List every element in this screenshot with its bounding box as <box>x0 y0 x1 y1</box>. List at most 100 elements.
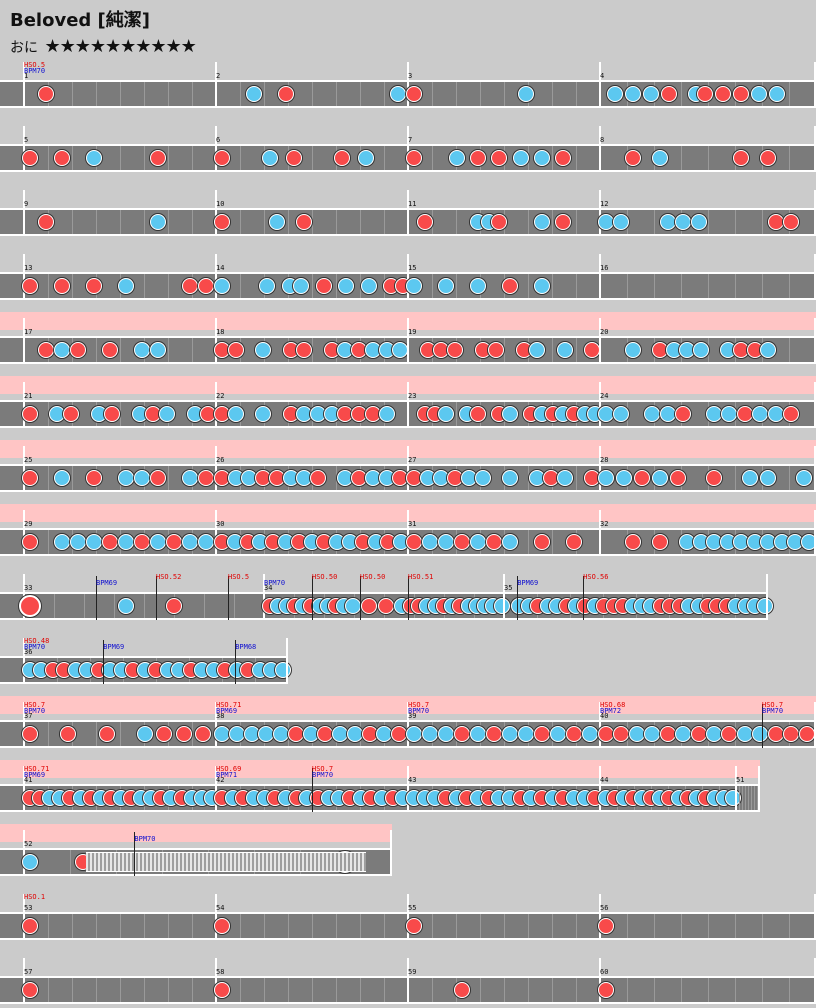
gogo-band <box>0 760 760 778</box>
event-line <box>360 576 361 620</box>
ka-note <box>246 86 262 102</box>
don-note <box>134 534 150 550</box>
beat-line <box>384 210 385 234</box>
don-note <box>38 214 54 230</box>
measure-line <box>599 62 601 108</box>
beat-line <box>748 786 749 810</box>
beat-line <box>144 210 145 234</box>
beat-line <box>192 338 193 362</box>
don-note <box>454 726 470 742</box>
beat-line <box>384 82 385 106</box>
beat-line <box>72 978 73 1002</box>
measure-line <box>599 254 601 300</box>
beat-line <box>504 82 505 106</box>
beat-line <box>84 594 85 618</box>
don-note <box>22 278 38 294</box>
beat-line <box>144 82 145 106</box>
beat-line <box>204 594 205 618</box>
row-end-line <box>814 318 816 364</box>
ka-note <box>150 534 166 550</box>
don-note <box>798 726 815 742</box>
beat-line <box>312 914 313 938</box>
measure-number: 42 <box>216 776 225 784</box>
ka-note <box>628 726 645 742</box>
don-note <box>534 726 550 742</box>
scroll-speed-tag: HSO.51 <box>408 573 434 581</box>
bpm-tag: BPM72 <box>600 707 622 715</box>
ka-note <box>214 278 230 294</box>
don-note <box>659 726 676 742</box>
beat-line <box>192 210 193 234</box>
ka-note <box>767 406 784 422</box>
scroll-speed-tag: HSO.5 <box>228 573 250 581</box>
scroll-speed-tag: HSO.50 <box>360 573 386 581</box>
beat-line <box>552 914 553 938</box>
measure-number: 19 <box>408 328 417 336</box>
event-line <box>228 576 229 620</box>
beat-line <box>789 914 790 938</box>
measure-number: 11 <box>408 200 417 208</box>
measure-number: 39 <box>408 712 417 720</box>
measure-line <box>599 126 601 172</box>
don-note <box>502 278 518 294</box>
ka-note <box>692 342 709 358</box>
don-note <box>555 214 572 230</box>
beat-line <box>336 82 337 106</box>
beat-line <box>96 978 97 1002</box>
ka-note <box>182 534 198 550</box>
beat-line <box>432 914 433 938</box>
event-line <box>517 576 519 620</box>
ka-note <box>118 598 134 614</box>
row-end-line <box>814 510 816 556</box>
don-note <box>767 726 784 742</box>
ka-note <box>769 86 785 102</box>
beat-line <box>576 466 577 490</box>
beat-line <box>288 978 289 1002</box>
don-note <box>736 406 753 422</box>
beat-line <box>754 786 755 810</box>
don-note <box>296 342 313 358</box>
measure-line <box>215 254 217 300</box>
don-note <box>566 534 582 550</box>
don-note <box>406 86 422 102</box>
beat-line <box>240 274 241 298</box>
don-note <box>566 726 582 742</box>
beat-line <box>528 530 529 554</box>
beat-line <box>192 978 193 1002</box>
beat-line <box>96 722 97 746</box>
measure-number: 34 <box>264 584 273 592</box>
beat-line <box>681 274 682 298</box>
measure-number: 36 <box>24 648 33 656</box>
measure-line <box>23 638 25 684</box>
beat-line <box>552 146 553 170</box>
bpm-tag: BPM70 <box>134 835 156 843</box>
beat-line <box>48 530 49 554</box>
ka-note <box>502 406 518 422</box>
ka-note <box>607 86 623 102</box>
measure-line <box>215 446 217 492</box>
beat-line <box>48 914 49 938</box>
beat-line <box>120 914 121 938</box>
scroll-speed-tag: HSO.48 <box>24 637 50 645</box>
beat-line <box>192 82 193 106</box>
measure-number: 17 <box>24 328 33 336</box>
measure-number: 18 <box>216 328 225 336</box>
measure-line <box>407 702 409 748</box>
row-end-line <box>814 62 816 108</box>
beat-line <box>762 274 763 298</box>
ka-note <box>22 854 38 870</box>
beat-line <box>735 978 736 1002</box>
measure-line <box>215 62 217 108</box>
measure-number: 55 <box>408 904 417 912</box>
don-note <box>156 726 173 742</box>
beat-line <box>72 914 73 938</box>
ka-note <box>550 726 566 742</box>
measure-number: 29 <box>24 520 33 528</box>
beat-line <box>384 978 385 1002</box>
event-line <box>312 576 313 620</box>
drumroll-bar <box>86 852 366 872</box>
measure-line <box>23 702 25 748</box>
measure-line <box>23 62 25 108</box>
ka-note <box>406 278 422 294</box>
don-note <box>214 214 230 230</box>
